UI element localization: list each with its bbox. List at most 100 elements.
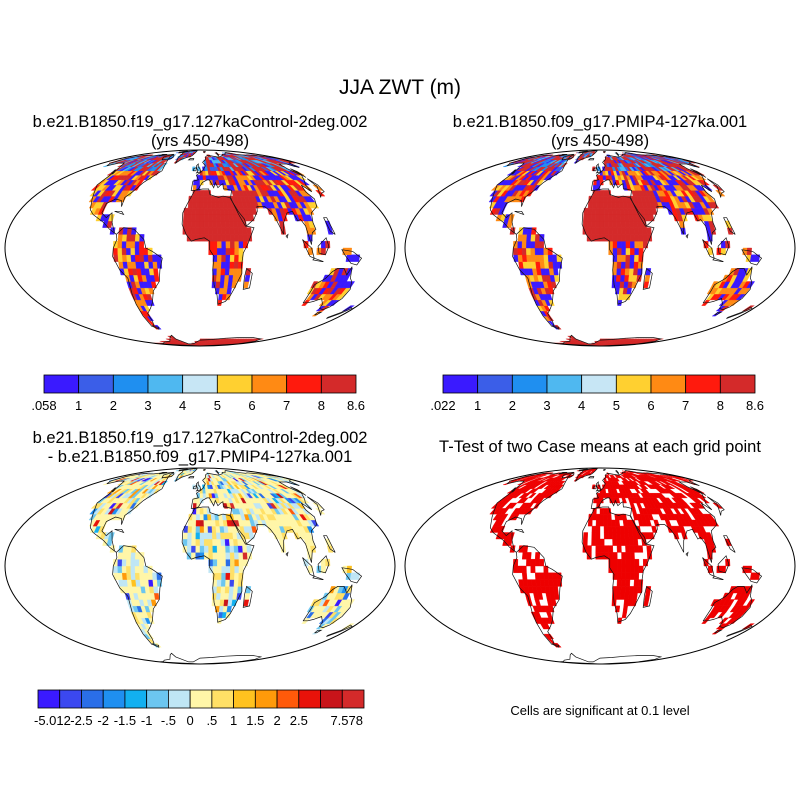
grid-cell: [220, 227, 226, 235]
grid-cell: [225, 234, 231, 242]
colorbar-label: 5: [613, 398, 620, 413]
grid-cell: [526, 234, 532, 242]
grid-cell: [608, 220, 613, 228]
grid-cell: [225, 572, 231, 580]
grid-cell: [220, 268, 226, 276]
grid-cell: [680, 508, 689, 515]
grid-cell: [587, 214, 593, 222]
map-panel-3: [4, 467, 396, 665]
grid-cell: [603, 214, 609, 222]
grid-cell: [595, 214, 601, 222]
coastline: [578, 468, 589, 472]
grid-cell: [346, 247, 352, 256]
grid-cell: [134, 565, 140, 573]
grid-cell: [220, 220, 226, 228]
grid-cell: [595, 538, 601, 546]
grid-cell: [582, 220, 588, 228]
coastline: [187, 158, 195, 161]
grid-cell: [645, 268, 652, 276]
grid-cell: [225, 293, 231, 301]
grid-cell: [121, 565, 127, 573]
grid-cell: [199, 519, 205, 527]
grid-cell: [212, 234, 218, 242]
coastline: [111, 168, 116, 175]
coastline: [511, 168, 516, 175]
grid-cell: [552, 579, 558, 587]
grid-cell: [242, 552, 248, 560]
coastline: [561, 153, 575, 161]
grid-cell: [539, 247, 545, 256]
grid-cell: [526, 552, 532, 560]
grid-cell: [134, 254, 141, 262]
coastline: [578, 150, 589, 154]
grid-cell: [592, 195, 597, 203]
grid-cell: [311, 310, 324, 317]
grid-cell: [526, 247, 532, 256]
grid-cell: [643, 599, 650, 607]
grid-cell: [602, 488, 607, 494]
grid-cell: [653, 519, 660, 527]
coastline: [512, 545, 563, 645]
grid-cell: [207, 195, 212, 203]
grid-cell: [238, 559, 244, 567]
grid-cell: [246, 545, 252, 553]
grid-cell: [229, 254, 235, 262]
colorbar-label: 3: [144, 398, 151, 413]
grid-cell: [526, 254, 532, 262]
grid-cell: [187, 525, 193, 533]
grid-cell: [595, 227, 601, 235]
grid-cell: [587, 207, 593, 215]
grid-cell: [216, 592, 222, 600]
grid-cell: [620, 268, 626, 276]
grid-cell: [591, 201, 597, 209]
grid-cell: [616, 220, 622, 228]
grid-cell: [242, 240, 248, 249]
grid-cell: [225, 261, 231, 269]
grid-cell: [113, 572, 119, 580]
grid-cell: [229, 579, 235, 587]
grid-cell: [595, 220, 601, 228]
coastline: [181, 506, 255, 623]
grid-cell: [126, 240, 132, 249]
grid-cell: [216, 227, 222, 235]
grid-cell: [608, 240, 614, 249]
grid-cell: [229, 227, 235, 235]
grid-cell: [192, 195, 197, 203]
grid-cell: [616, 214, 622, 222]
grid-cell: [238, 240, 244, 249]
grid-cell: [244, 274, 251, 282]
grid-cell: [229, 572, 235, 580]
grid-cell: [527, 493, 537, 499]
grid-cell: [187, 538, 192, 546]
grid-cell: [534, 552, 541, 560]
colorbar-box: [298, 689, 321, 709]
coastline: [190, 470, 318, 563]
colorbar-label: 8: [717, 398, 724, 413]
grid-cell: [121, 254, 128, 262]
grid-cell: [195, 532, 201, 540]
grid-cell: [604, 220, 609, 228]
grid-cell: [657, 493, 666, 499]
colorbar-box: [167, 689, 191, 709]
grid-cell: [191, 538, 197, 546]
grid-cell: [242, 545, 248, 553]
grid-cell: [615, 519, 621, 527]
grid-cell: [742, 247, 748, 256]
grid-cell: [637, 545, 644, 553]
grid-cell: [616, 532, 622, 540]
grid-cell: [746, 565, 752, 573]
grid-cell: [637, 227, 644, 235]
colorbar-label: 2.5: [290, 713, 308, 728]
colorbar-label: 8: [318, 398, 325, 413]
grid-cell: [603, 532, 609, 540]
grid-cell: [143, 261, 150, 269]
coastline: [615, 152, 619, 157]
colorbar-label: 6: [647, 398, 654, 413]
colorbar-label: 8.6: [347, 398, 365, 413]
grid-cell: [634, 234, 640, 242]
grid-cell: [607, 519, 613, 527]
coastline: [215, 470, 219, 475]
grid-cell: [630, 240, 635, 249]
grid-cell: [191, 201, 197, 209]
grid-cell: [216, 545, 222, 553]
